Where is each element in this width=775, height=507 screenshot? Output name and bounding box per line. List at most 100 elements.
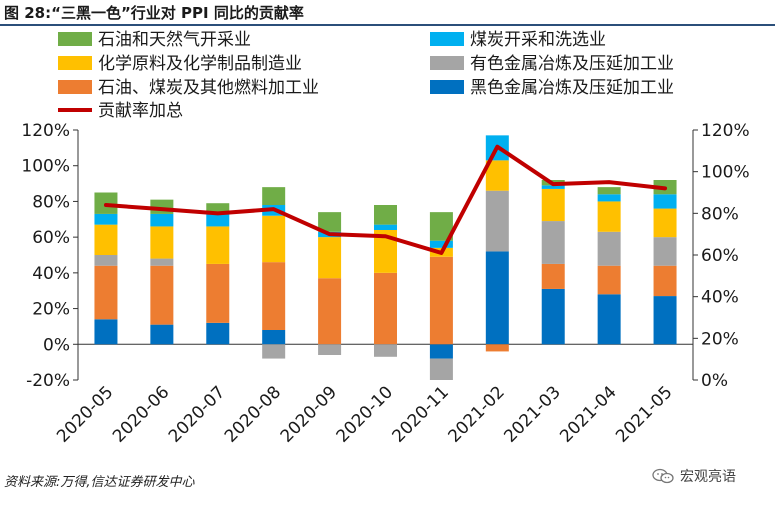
chart-title: 图 28:“三黑一色”行业对 PPI 同比的贡献率 [4, 4, 304, 22]
bar-1-2020-10 [374, 224, 397, 230]
bar-5-2020-07 [206, 322, 230, 345]
bar-2-2020-06 [150, 226, 174, 259]
bar-0-2020-11 [429, 212, 453, 241]
x-tick-label: 2021-05 [612, 382, 676, 446]
bar-3-2020-05 [94, 255, 118, 266]
right-tick-label: 80% [701, 204, 739, 224]
total-line-point-2021-03 [551, 182, 555, 186]
bar-4-2021-02 [485, 344, 509, 352]
right-tick-label: 100% [701, 163, 750, 183]
bar-4-2020-08 [262, 262, 286, 330]
bar-3-2021-03 [541, 221, 565, 264]
bar-5-2021-04 [597, 294, 621, 345]
total-line-point-2020-07 [216, 211, 220, 215]
watermark-text: 宏观亮语 [680, 469, 736, 485]
x-tick-label: 2020-11 [389, 382, 453, 446]
bar-5-2021-03 [541, 288, 565, 345]
bar-5-2021-05 [653, 296, 677, 345]
source-note: 资料来源:万得,信达证券研发中心 [4, 475, 195, 490]
bar-2-2021-05 [653, 208, 677, 238]
x-tick-label: 2020-05 [53, 382, 117, 446]
total-line [103, 144, 668, 255]
left-tick-label: -20% [26, 371, 70, 391]
legend-swatch-5 [430, 80, 464, 94]
legend-label-line: 贡献率加总 [98, 101, 183, 121]
total-line-point-2020-08 [272, 207, 276, 211]
bar-2-2020-07 [206, 226, 230, 264]
legend-label-3: 有色金属冶炼及压延加工业 [470, 54, 674, 74]
title-rule [0, 24, 775, 26]
bar-4-2021-03 [541, 263, 565, 289]
left-tick-label: 60% [32, 228, 70, 248]
wechat-icon [652, 468, 674, 484]
bar-1-2021-05 [653, 194, 677, 209]
bar-0-2020-08 [262, 187, 286, 205]
bar-1-2020-07 [206, 213, 230, 227]
right-tick-label: 0% [701, 371, 728, 391]
bar-4-2020-05 [94, 265, 118, 320]
bar-5-2020-06 [150, 324, 174, 345]
total-line-point-2020-10 [384, 234, 387, 238]
bar-5-2020-08 [262, 330, 286, 345]
total-line-point-2020-05 [104, 203, 108, 207]
total-line-point-2020-09 [328, 232, 332, 236]
left-tick-label: 0% [43, 335, 70, 355]
bar-2-2021-04 [597, 201, 621, 232]
x-tick-label: 2021-02 [444, 382, 508, 446]
bar-2-2020-05 [94, 224, 118, 255]
legend-swatch-4 [58, 80, 92, 94]
bar-0-2021-04 [597, 187, 621, 195]
bar-0-2020-10 [374, 205, 397, 225]
bar-4-2020-06 [150, 265, 174, 325]
bar-0-2020-09 [318, 212, 342, 232]
legend-label-2: 化学原料及化学制品制造业 [98, 54, 302, 74]
bar-2-2021-02 [485, 160, 509, 191]
x-tick-label: 2020-07 [165, 382, 229, 446]
bar-5-2020-11 [429, 344, 453, 359]
bar-3-2020-11 [429, 358, 453, 380]
bar-1-2021-04 [597, 194, 621, 202]
x-tick-label: 2020-06 [109, 382, 173, 446]
x-tick-label: 2020-10 [333, 382, 397, 446]
total-line-point-2021-05 [663, 186, 667, 190]
bar-3-2020-08 [262, 344, 286, 359]
bar-2-2020-08 [262, 215, 286, 263]
bar-3-2021-05 [653, 237, 677, 266]
right-tick-label: 40% [701, 288, 739, 308]
bar-1-2021-03 [541, 185, 565, 189]
bar-5-2020-05 [94, 319, 118, 345]
legend-label-0: 石油和天然气开采业 [98, 30, 251, 50]
bar-3-2020-06 [150, 258, 174, 266]
bars [94, 135, 677, 380]
bar-3-2020-09 [318, 344, 342, 355]
left-tick-label: 80% [32, 192, 70, 212]
left-tick-label: 40% [32, 264, 70, 284]
left-tick-label: 100% [21, 157, 70, 177]
bar-4-2020-09 [318, 278, 342, 345]
bar-3-2020-10 [374, 344, 397, 357]
left-tick-label: 20% [32, 300, 70, 320]
legend-label-4: 石油、煤炭及其他燃料加工业 [98, 78, 319, 98]
left-tick-label: 120% [21, 121, 70, 141]
bar-1-2020-06 [150, 213, 174, 227]
bar-2-2020-10 [374, 230, 397, 273]
bar-3-2021-04 [597, 231, 621, 266]
bar-0-2020-07 [206, 203, 230, 214]
total-line-point-2021-02 [495, 145, 499, 149]
legend-swatch-1 [430, 32, 464, 46]
x-tick-label: 2021-03 [500, 382, 564, 446]
bar-1-2020-05 [94, 213, 118, 225]
bar-2-2021-03 [541, 188, 565, 222]
bar-2-2020-09 [318, 237, 342, 279]
total-line-point-2020-06 [160, 207, 164, 211]
bar-4-2020-07 [206, 263, 230, 323]
bar-4-2020-11 [429, 256, 453, 345]
bar-3-2021-02 [485, 190, 509, 252]
right-tick-label: 20% [701, 329, 739, 349]
right-tick-label: 120% [701, 121, 750, 141]
total-line-point-2021-04 [607, 180, 611, 184]
legend-swatch-0 [58, 32, 92, 46]
legend-swatch-2 [58, 56, 92, 70]
